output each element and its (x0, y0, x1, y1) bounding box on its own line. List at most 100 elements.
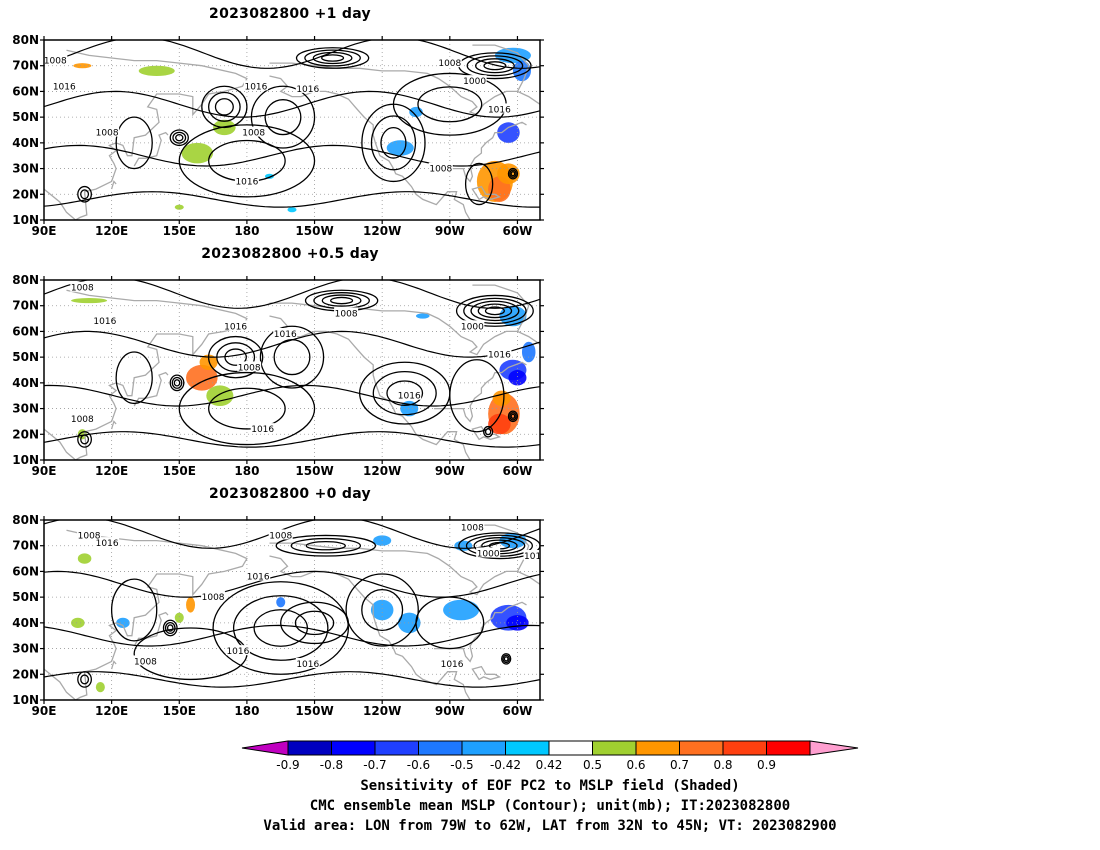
contour-label-bg (476, 547, 501, 558)
contour-label: 1008 (202, 593, 225, 603)
sensitivity-shade (138, 65, 175, 76)
contour-label-bg (397, 389, 422, 400)
contour-label-bg (440, 658, 465, 668)
mslp-contour (44, 624, 540, 647)
sensitivity-shade (73, 63, 92, 69)
lat-tick-label: 40N (12, 376, 39, 390)
lon-tick-label: 150E (163, 704, 196, 718)
mslp-contour (172, 131, 187, 144)
contour-label: 1016 (251, 425, 274, 435)
contour-label: 1008 (71, 415, 94, 425)
coastline (472, 524, 530, 572)
contour-label-bg (70, 412, 95, 423)
mslp-contour (321, 294, 362, 307)
mslp-contour (361, 589, 404, 631)
mslp-contour (484, 306, 505, 316)
contour-label: 1000 (477, 549, 500, 559)
colorbar-box (548, 740, 593, 756)
mslp-contour (44, 671, 540, 688)
lat-tick-label: 50N (12, 590, 39, 604)
colorbar-label: -0.9 (276, 758, 299, 772)
mslp-contour (44, 280, 540, 309)
coastline (472, 44, 530, 92)
contour-label-bg (246, 570, 271, 581)
coastline (133, 131, 169, 167)
sensitivity-shade (206, 385, 234, 406)
mslp-contour (455, 294, 534, 327)
coastline (269, 315, 471, 460)
contour-label: 1008 (438, 59, 461, 69)
sensitivity-shade (454, 540, 473, 551)
colorbar-box (331, 740, 376, 756)
mslp-contour (44, 90, 540, 118)
colorbar-box (418, 740, 463, 756)
lon-tick-label: 60W (502, 464, 532, 478)
panel-1-title: 2023082800 +1 day (209, 6, 371, 22)
contour-label: 1000 (461, 322, 484, 332)
contour-label-bg (487, 348, 512, 359)
colorbar-box (461, 740, 506, 756)
lon-tick-label: 60W (502, 224, 532, 238)
contour-label: 1016 (488, 105, 511, 115)
map-frame (43, 39, 541, 221)
mslp-contour (166, 624, 174, 632)
map-frame (43, 519, 541, 701)
mslp-contour (380, 127, 407, 159)
lat-tick-label: 70N (12, 299, 39, 313)
map-frame (43, 279, 541, 461)
coastline (110, 180, 117, 190)
sensitivity-shade (521, 341, 536, 363)
sensitivity-shade (508, 370, 527, 386)
colorbar-under-triangle (241, 740, 289, 756)
contour-label-bg (223, 320, 248, 331)
lon-tick-label: 90E (32, 464, 57, 478)
sensitivity-shade (174, 612, 184, 623)
mslp-contour (212, 581, 350, 675)
mslp-contour (502, 654, 510, 664)
contour-label: 1016 (247, 573, 270, 583)
sensitivity-shade (71, 298, 108, 304)
caption-line-1: Sensitivity of EOF PC2 to MSLP field (Sh… (360, 778, 740, 794)
contour-label-bg (95, 537, 120, 548)
contour-label-bg (234, 175, 259, 186)
lat-tick-label: 60N (12, 564, 39, 578)
mslp-contour (510, 413, 516, 419)
mslp-contour (208, 387, 286, 430)
lon-tick-label: 90W (435, 704, 465, 718)
sensitivity-shade (370, 599, 394, 621)
sensitivity-shade (186, 364, 218, 391)
coastline (269, 302, 540, 356)
mslp-contour (169, 374, 185, 392)
mslp-contour (458, 532, 540, 560)
lat-tick-label: 50N (12, 350, 39, 364)
contour-label-bg (133, 655, 158, 666)
lat-tick-label: 40N (12, 616, 39, 630)
map-plot-area: 1008 1016 1016 1016 1008 1008 1000 1016 1008 1016… (44, 280, 540, 460)
sensitivity-shade (386, 140, 414, 156)
mslp-contour (305, 541, 347, 551)
lon-tick-label: 120E (95, 704, 128, 718)
contour-label: 1008 (96, 129, 119, 139)
mslp-contour (175, 134, 184, 142)
mslp-contour (110, 578, 158, 642)
caption-line-2: CMC ensemble mean MSLP (Contour); unit(m… (309, 798, 791, 814)
lon-tick-label: 150E (163, 464, 196, 478)
coastline (471, 185, 502, 201)
mslp-contour (80, 674, 90, 685)
lat-tick-label: 20N (12, 667, 39, 681)
mslp-contour (507, 410, 519, 423)
colorbar-box (505, 740, 550, 756)
mslp-contour (178, 371, 316, 446)
mslp-contour (173, 379, 181, 387)
mslp-contour (312, 51, 353, 65)
map-panel-plus-0-5-day: 1008 1016 1016 1016 1008 1008 1000 1016 1008 1016… (12, 273, 544, 478)
contour-label: 1016 (226, 647, 249, 657)
lat-tick-label: 20N (12, 427, 39, 441)
mslp-contour (501, 653, 512, 665)
mslp-contour (294, 610, 335, 636)
sensitivity-shade (276, 597, 286, 608)
contour-label: 1008 (238, 363, 261, 373)
sensitivity-shade (488, 413, 511, 435)
colorbar-box (374, 740, 419, 756)
mslp-contour (463, 297, 527, 325)
